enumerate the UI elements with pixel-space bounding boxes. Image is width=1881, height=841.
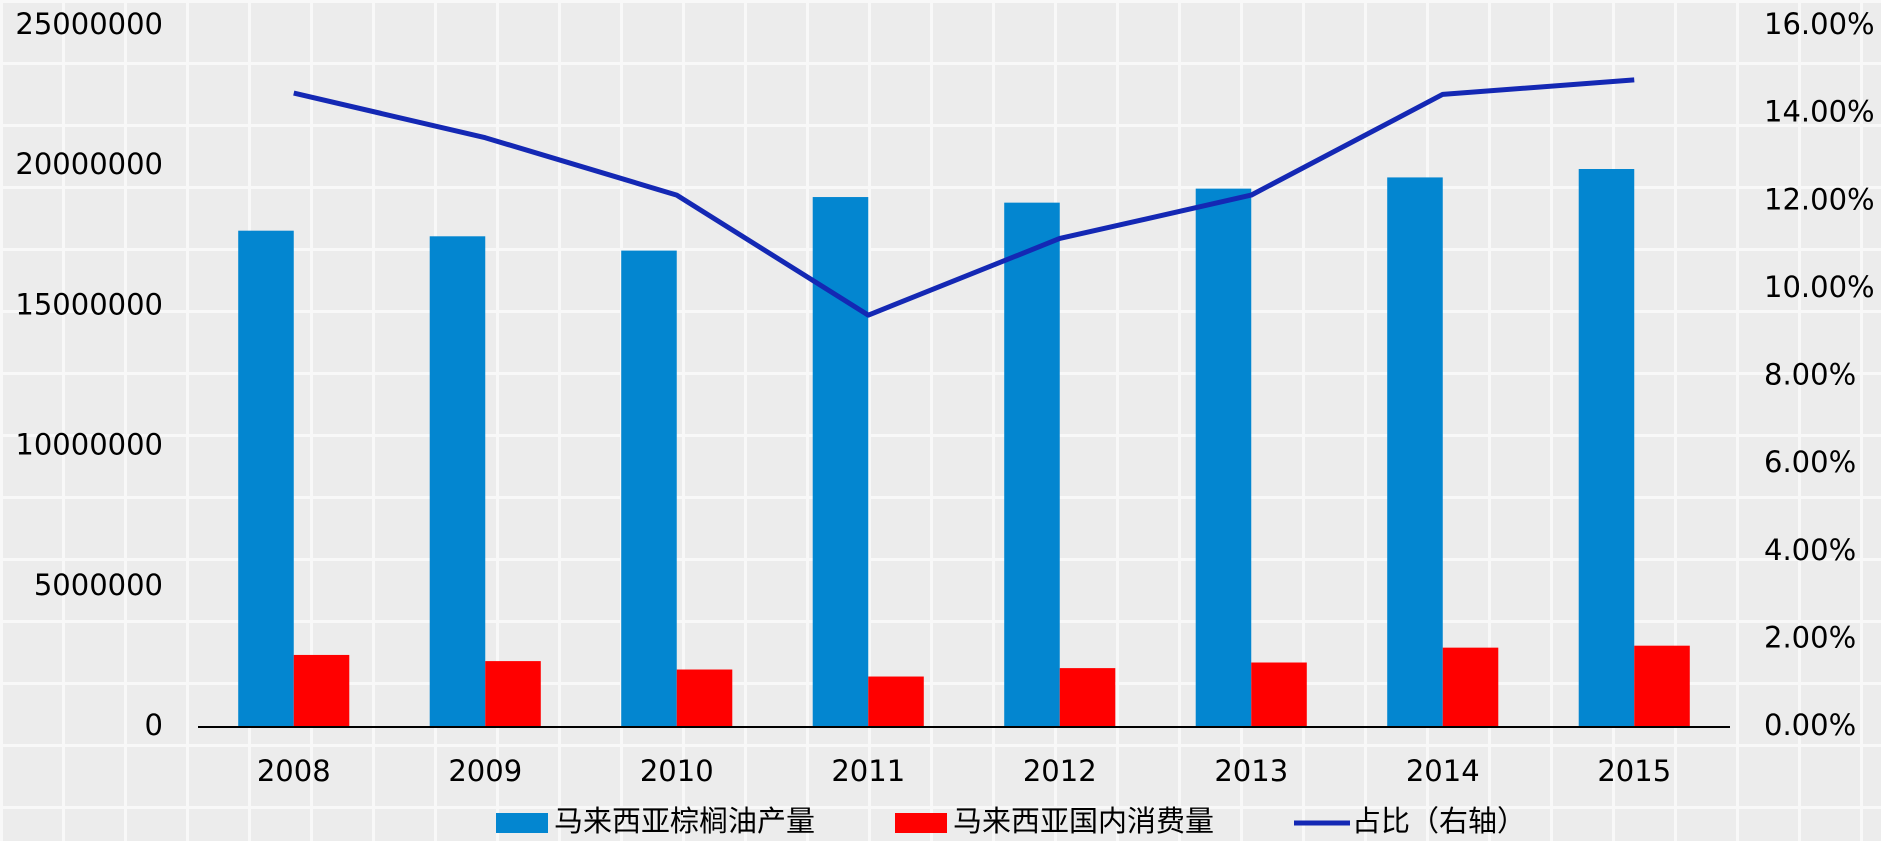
bar	[812, 197, 869, 727]
y-tick-label: 0	[145, 708, 163, 742]
y2-tick-label: 10.00%	[1764, 270, 1875, 304]
x-tick-label: 2012	[1023, 754, 1097, 788]
x-tick-label: 2011	[831, 754, 905, 788]
y2-tick-label: 12.00%	[1764, 182, 1875, 216]
y2-tick-label: 16.00%	[1764, 7, 1875, 41]
line-series	[293, 77, 1635, 318]
legend-label: 占比（右轴）	[1352, 804, 1526, 838]
bar	[1195, 188, 1252, 727]
bar	[293, 654, 350, 727]
bar	[1004, 202, 1060, 728]
bar	[1634, 645, 1690, 727]
bar	[676, 669, 733, 727]
bar	[429, 236, 486, 728]
y2-tick-label: 2.00%	[1764, 620, 1856, 654]
x-tick-label: 2015	[1597, 754, 1671, 788]
bar	[1442, 647, 1499, 727]
x-tick-label: 2008	[257, 754, 331, 788]
y-tick-label: 15000000	[15, 287, 163, 321]
bar	[238, 230, 294, 727]
legend-swatch	[895, 813, 947, 833]
bar	[868, 676, 924, 727]
y2-tick-label: 6.00%	[1764, 445, 1856, 479]
legend-label: 马来西亚棕榈油产量	[554, 804, 815, 838]
x-tick-label: 2010	[640, 754, 714, 788]
bar	[1578, 169, 1635, 727]
y2-tick-label: 4.00%	[1764, 533, 1856, 567]
x-tick-label: 2013	[1214, 754, 1288, 788]
y2-tick-label: 14.00%	[1764, 95, 1875, 129]
y-tick-label: 20000000	[15, 147, 163, 181]
legend-label: 马来西亚国内消费量	[953, 804, 1214, 838]
bar	[621, 250, 677, 727]
y2-tick-label: 8.00%	[1764, 358, 1856, 392]
x-tick-label: 2009	[448, 754, 522, 788]
legend-swatch	[496, 813, 548, 833]
y-tick-label: 10000000	[15, 428, 163, 462]
bar	[485, 661, 541, 727]
y-tick-label: 25000000	[15, 7, 163, 41]
y2-tick-label: 0.00%	[1764, 708, 1856, 742]
bar	[1059, 668, 1116, 727]
bar	[1387, 177, 1443, 727]
bar	[1251, 662, 1307, 727]
y-tick-label: 5000000	[34, 568, 163, 602]
x-tick-label: 2014	[1406, 754, 1480, 788]
